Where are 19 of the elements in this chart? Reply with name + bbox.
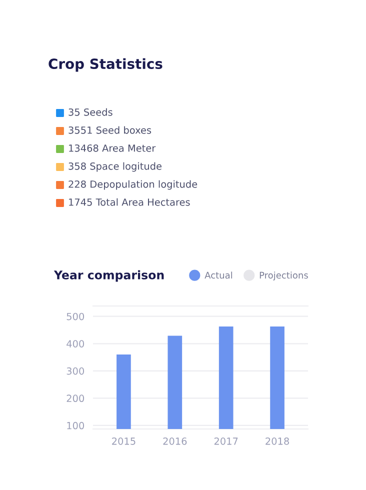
text: 358 Space logitude [68,162,162,172]
y-tick-label: 200 [66,394,84,402]
legend-label: Actual [204,272,232,279]
text: 35 Seeds [68,108,112,116]
text: 228 Depopulation logitude [68,180,198,190]
text: 1745 Total Area Hectares [69,198,190,206]
y-tick-label: 500 [66,312,84,320]
x-tick-label: 2015 [112,438,136,445]
text: 13468 Area Meter [69,144,156,152]
y-tick-label: 300 [66,367,84,375]
y-tick-label: 400 [66,340,84,348]
y-tick-label: 100 [67,422,84,430]
text: Crop Statistics [48,58,162,72]
chart-title: Year comparison [54,270,164,282]
x-tick-label: 2017 [214,438,238,445]
text: 3551 Seed boxes [68,126,152,134]
legend-label: Projections [260,272,308,280]
x-tick-label: 2016 [163,438,187,445]
x-tick-label: 2018 [266,438,289,445]
